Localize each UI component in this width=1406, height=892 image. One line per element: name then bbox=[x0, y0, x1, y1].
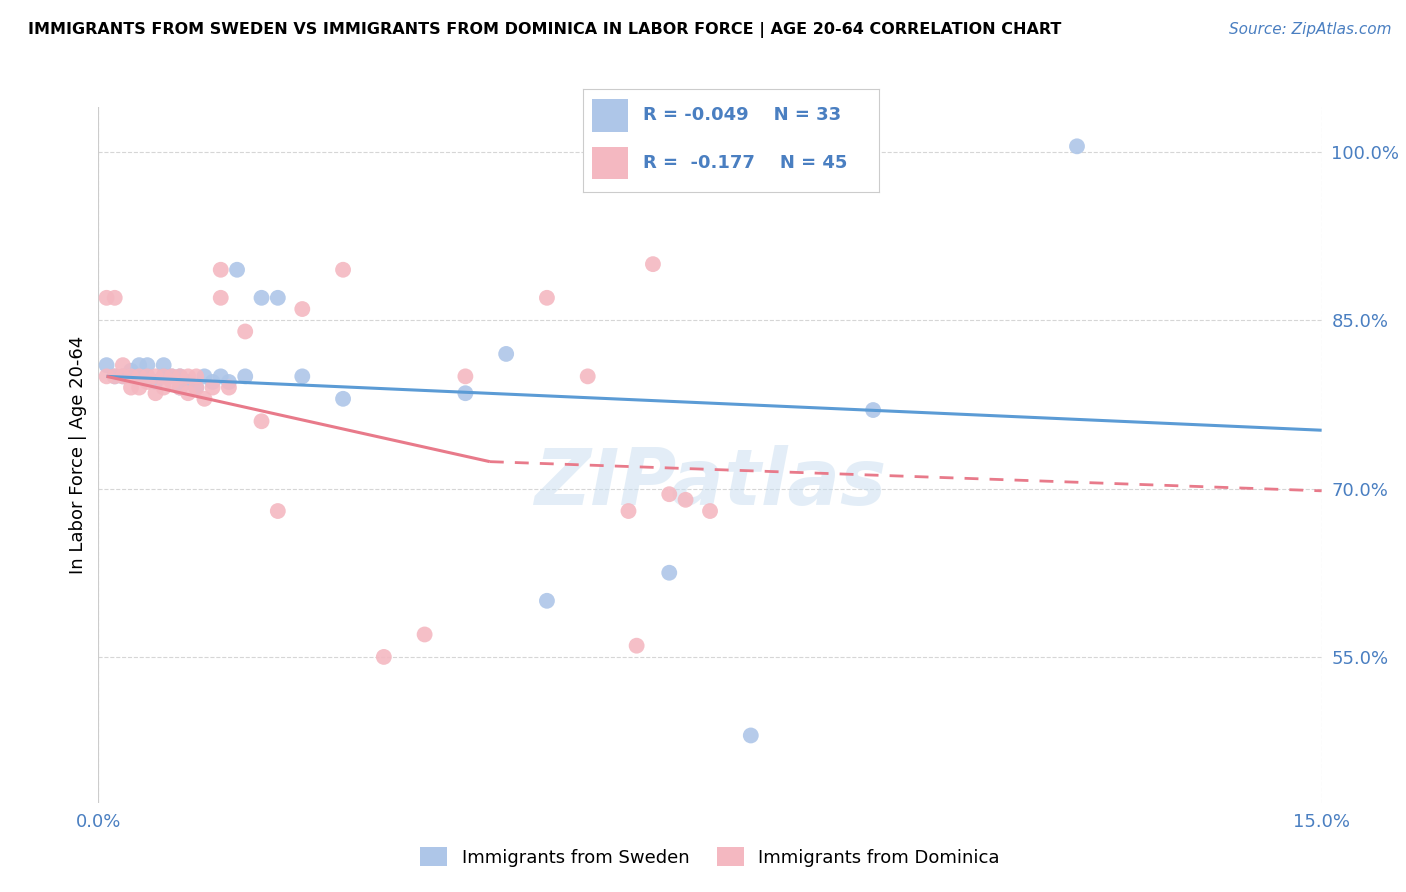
Legend: Immigrants from Sweden, Immigrants from Dominica: Immigrants from Sweden, Immigrants from … bbox=[413, 840, 1007, 874]
Point bbox=[193, 369, 215, 384]
Point bbox=[454, 386, 477, 401]
Text: R =  -0.177    N = 45: R = -0.177 N = 45 bbox=[643, 153, 846, 171]
Point bbox=[145, 375, 167, 389]
Point bbox=[862, 403, 884, 417]
Point bbox=[740, 729, 762, 743]
Point bbox=[136, 369, 159, 384]
Point bbox=[136, 369, 159, 384]
Point bbox=[96, 358, 118, 372]
Point bbox=[152, 381, 174, 395]
Point bbox=[332, 262, 354, 277]
Point bbox=[177, 375, 200, 389]
Point bbox=[373, 649, 395, 664]
Point bbox=[201, 381, 224, 395]
Point bbox=[136, 358, 159, 372]
Point bbox=[152, 369, 174, 384]
Point bbox=[699, 504, 721, 518]
Point bbox=[675, 492, 697, 507]
Point bbox=[104, 369, 127, 384]
Point bbox=[201, 375, 224, 389]
Point bbox=[193, 392, 215, 406]
Point bbox=[576, 369, 599, 384]
Point bbox=[120, 381, 142, 395]
Point bbox=[136, 375, 159, 389]
Point bbox=[120, 369, 142, 384]
Point bbox=[291, 369, 314, 384]
FancyBboxPatch shape bbox=[592, 146, 627, 179]
Point bbox=[186, 381, 208, 395]
Point bbox=[169, 381, 191, 395]
Point bbox=[413, 627, 436, 641]
Point bbox=[617, 504, 640, 518]
Point bbox=[111, 369, 134, 384]
Point bbox=[186, 381, 208, 395]
Point bbox=[641, 257, 664, 271]
Point bbox=[104, 291, 127, 305]
Point bbox=[233, 325, 256, 339]
Point bbox=[169, 381, 191, 395]
Point bbox=[152, 358, 174, 372]
Point bbox=[145, 369, 167, 384]
Point bbox=[267, 291, 290, 305]
Point bbox=[128, 369, 150, 384]
Point bbox=[209, 262, 232, 277]
Point bbox=[658, 566, 681, 580]
Point bbox=[177, 369, 200, 384]
Point bbox=[96, 291, 118, 305]
Point bbox=[128, 369, 150, 384]
Point bbox=[1066, 139, 1088, 153]
Point bbox=[291, 301, 314, 316]
Point bbox=[128, 358, 150, 372]
Point bbox=[152, 369, 174, 384]
Point bbox=[226, 262, 249, 277]
Point bbox=[536, 291, 558, 305]
Point bbox=[250, 414, 273, 428]
Point bbox=[495, 347, 517, 361]
Point bbox=[160, 369, 183, 384]
Point bbox=[626, 639, 648, 653]
Point bbox=[169, 369, 191, 384]
Point bbox=[120, 364, 142, 378]
Point bbox=[111, 369, 134, 384]
Point bbox=[267, 504, 290, 518]
Point bbox=[145, 386, 167, 401]
Point bbox=[218, 381, 240, 395]
Point bbox=[233, 369, 256, 384]
Point bbox=[209, 369, 232, 384]
Point bbox=[209, 291, 232, 305]
Text: IMMIGRANTS FROM SWEDEN VS IMMIGRANTS FROM DOMINICA IN LABOR FORCE | AGE 20-64 CO: IMMIGRANTS FROM SWEDEN VS IMMIGRANTS FRO… bbox=[28, 22, 1062, 38]
Point bbox=[96, 369, 118, 384]
Point bbox=[250, 291, 273, 305]
Text: R = -0.049    N = 33: R = -0.049 N = 33 bbox=[643, 106, 841, 124]
Point bbox=[218, 375, 240, 389]
Point bbox=[186, 369, 208, 384]
Text: ZIPatlas: ZIPatlas bbox=[534, 445, 886, 521]
FancyBboxPatch shape bbox=[592, 99, 627, 132]
Text: Source: ZipAtlas.com: Source: ZipAtlas.com bbox=[1229, 22, 1392, 37]
Point bbox=[658, 487, 681, 501]
Point bbox=[332, 392, 354, 406]
Point bbox=[169, 369, 191, 384]
Point bbox=[454, 369, 477, 384]
Point bbox=[128, 381, 150, 395]
Point bbox=[177, 386, 200, 401]
Y-axis label: In Labor Force | Age 20-64: In Labor Force | Age 20-64 bbox=[69, 335, 87, 574]
Point bbox=[160, 369, 183, 384]
Point bbox=[160, 375, 183, 389]
Point bbox=[536, 594, 558, 608]
Point bbox=[104, 369, 127, 384]
Point bbox=[111, 358, 134, 372]
